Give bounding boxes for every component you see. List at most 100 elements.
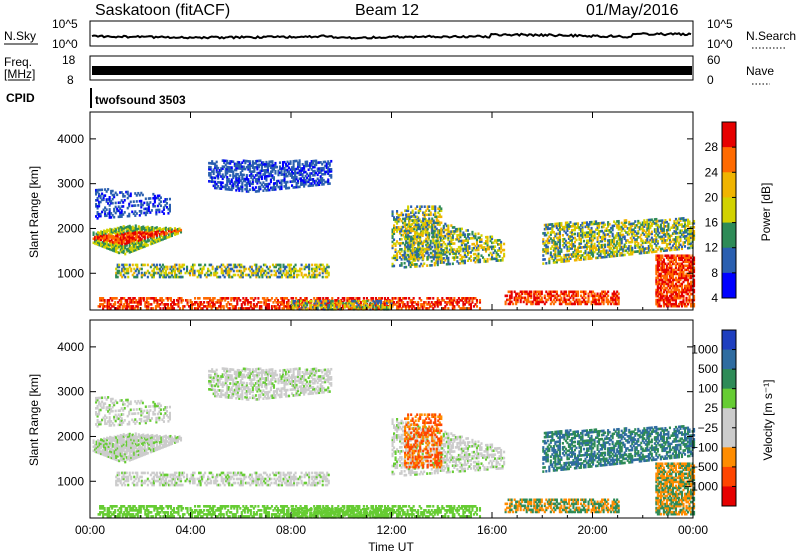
power-cell — [147, 197, 150, 200]
power-cell — [555, 224, 558, 228]
power-cell — [128, 228, 131, 232]
power-cell — [383, 303, 387, 306]
power-cell — [575, 252, 578, 256]
power-cell — [545, 245, 548, 249]
power-cell — [156, 208, 159, 212]
power-cell — [670, 302, 673, 306]
power-cell — [576, 300, 580, 304]
power-cell — [563, 227, 566, 231]
power-cell — [172, 301, 176, 304]
power-cell — [625, 231, 628, 234]
power-cell — [456, 227, 459, 231]
power-cell — [95, 238, 98, 242]
power-cell — [152, 235, 155, 239]
power-cell — [475, 248, 479, 252]
power-cell — [683, 226, 687, 230]
power-cell — [662, 237, 665, 240]
power-cell — [175, 232, 178, 236]
power-cell — [617, 221, 620, 225]
power-cell — [679, 239, 682, 243]
power-cell — [125, 267, 128, 271]
power-cell — [579, 290, 583, 294]
power-cell — [447, 307, 450, 310]
power-cell — [213, 273, 216, 277]
power-cell — [555, 246, 558, 250]
power-cell — [472, 246, 476, 250]
power-cell — [617, 250, 620, 253]
power-cell — [670, 260, 673, 264]
power-cell — [542, 248, 545, 251]
power-cell — [127, 241, 130, 245]
power-cell — [650, 246, 653, 250]
power-cell — [115, 271, 118, 275]
power-cell — [478, 238, 482, 241]
power-cell — [118, 245, 121, 249]
power-cell — [192, 271, 195, 275]
power-cell — [456, 248, 459, 251]
power-cell — [292, 186, 295, 189]
power-cell — [261, 273, 264, 277]
power-cell — [259, 269, 262, 273]
power-cell — [573, 236, 577, 240]
power-cell — [229, 174, 232, 177]
power-cell — [552, 259, 555, 262]
power-cell — [399, 213, 402, 217]
power-cell — [658, 304, 661, 308]
power-cell — [555, 226, 558, 230]
power-cell — [240, 271, 243, 275]
power-cell — [222, 273, 225, 277]
power-cell — [218, 173, 221, 176]
power-cell — [309, 182, 312, 185]
power-cell — [433, 243, 436, 247]
power-cell — [236, 185, 239, 188]
power-cell — [429, 243, 432, 247]
power-cell — [674, 304, 678, 308]
power-cell — [465, 249, 468, 253]
power-cell — [570, 245, 573, 248]
power-cell — [567, 237, 570, 240]
power-cell — [573, 294, 577, 298]
power-cell — [288, 267, 291, 271]
power-cell — [300, 267, 303, 271]
power-cell — [109, 248, 112, 251]
power-cell — [628, 226, 631, 230]
power-cell — [247, 182, 250, 185]
power-cell — [251, 178, 254, 182]
power-cell — [457, 262, 460, 265]
power-cell — [134, 210, 137, 213]
power-cell — [650, 250, 653, 254]
power-cell — [483, 242, 486, 245]
power-cell — [128, 240, 131, 244]
power-cell — [522, 296, 525, 300]
power-cell — [555, 242, 558, 246]
power-cell — [647, 224, 650, 228]
power-cell — [551, 229, 554, 232]
power-cell — [259, 173, 262, 177]
power-cell — [578, 226, 581, 229]
power-cell — [282, 263, 285, 267]
power-cell — [116, 269, 119, 273]
power-cell — [287, 299, 290, 302]
power-cell — [460, 233, 463, 237]
power-cell — [659, 247, 662, 251]
power-cell — [515, 296, 518, 300]
power-cell — [280, 187, 283, 191]
power-cell — [674, 296, 678, 300]
power-cell — [260, 163, 263, 166]
power-cell — [259, 271, 262, 275]
power-cell — [652, 220, 655, 223]
power-cell — [613, 246, 616, 250]
power-cell — [555, 296, 558, 300]
power-cell — [617, 298, 620, 302]
power-cell — [668, 278, 671, 282]
power-cell — [554, 232, 557, 236]
power-cell — [602, 249, 605, 253]
power-cell — [285, 269, 288, 273]
power-cell — [276, 307, 280, 310]
power-cell — [95, 232, 98, 236]
power-cell — [451, 226, 454, 229]
power-cell — [217, 172, 220, 176]
power-cell — [178, 275, 181, 279]
power-cell — [307, 174, 310, 178]
power-cell — [587, 257, 590, 261]
